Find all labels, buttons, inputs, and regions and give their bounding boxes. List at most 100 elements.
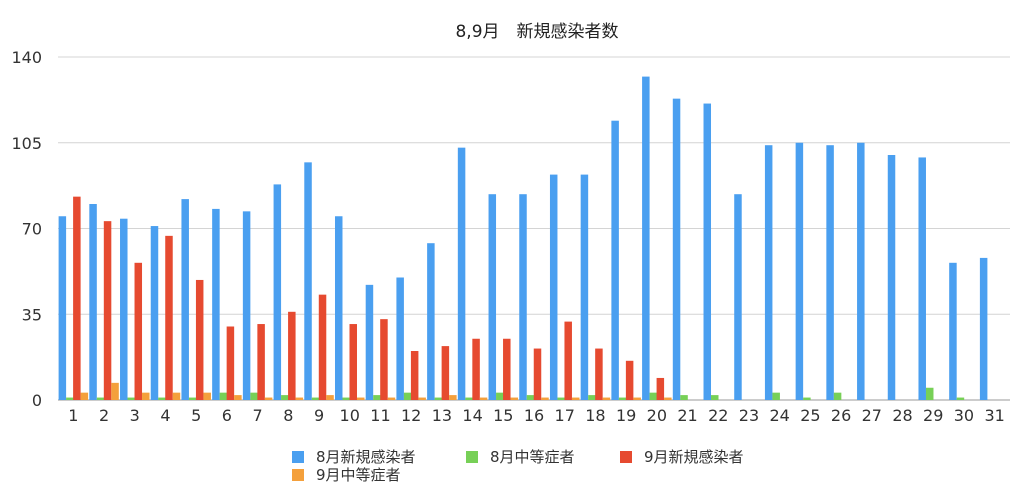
x-axis-ticks: 1 2 3 4 5 6 7 8 9 10 11 12 13 14 15 16 17 18 19 20 21 22 23 24 2… <box>68 406 1005 425</box>
bar <box>664 397 672 400</box>
y-tick-label: 140 <box>11 48 42 67</box>
bar <box>103 221 112 400</box>
bar <box>134 262 143 400</box>
bar <box>625 360 634 400</box>
bar <box>326 395 334 400</box>
y-tick-label: 35 <box>22 305 42 324</box>
y-tick-label: 70 <box>22 220 42 239</box>
x-tick-label: 14 <box>462 406 482 425</box>
bar <box>158 397 166 400</box>
bar <box>571 397 580 400</box>
bar <box>925 387 934 400</box>
bar <box>373 395 381 400</box>
bar <box>526 395 535 400</box>
bar <box>918 157 926 400</box>
bar <box>611 120 619 400</box>
x-tick-label: 18 <box>585 406 605 425</box>
legend-swatch <box>292 469 304 481</box>
bar <box>142 392 150 400</box>
legend-label: 9月中等症者 <box>316 466 401 484</box>
bar <box>212 208 220 400</box>
chart-title: 8,9月 新規感染者数 <box>455 22 618 42</box>
bar <box>342 397 350 400</box>
bar <box>250 392 258 400</box>
bar <box>58 216 67 400</box>
bar <box>472 338 480 400</box>
bar <box>418 397 426 400</box>
x-tick-label: 22 <box>708 406 728 425</box>
x-tick-label: 29 <box>923 406 943 425</box>
bar <box>595 348 603 400</box>
bar <box>264 397 273 400</box>
bar <box>826 145 834 400</box>
bar <box>111 382 119 400</box>
bar <box>857 142 865 400</box>
bar <box>165 235 173 400</box>
bars <box>58 76 988 401</box>
bar <box>80 392 89 400</box>
bar <box>764 145 773 400</box>
bar <box>956 397 965 400</box>
bar <box>127 397 136 400</box>
bar <box>564 321 572 400</box>
bar <box>410 351 419 400</box>
x-tick-label: 8 <box>283 406 293 425</box>
x-tick-label: 9 <box>314 406 324 425</box>
x-tick-label: 21 <box>677 406 697 425</box>
bar <box>488 194 497 400</box>
bar <box>387 397 396 400</box>
x-tick-label: 6 <box>222 406 232 425</box>
bar <box>195 279 204 400</box>
bar <box>181 199 189 400</box>
bar <box>803 397 811 400</box>
bar <box>795 142 804 400</box>
legend-swatch <box>466 451 478 463</box>
x-tick-label: 11 <box>370 406 390 425</box>
x-tick-label: 25 <box>800 406 820 425</box>
bar <box>318 294 327 400</box>
bar <box>288 311 296 400</box>
bar <box>188 397 197 400</box>
bar <box>295 397 304 400</box>
bar <box>649 392 658 400</box>
y-tick-label: 0 <box>32 391 42 410</box>
x-tick-label: 17 <box>555 406 575 425</box>
x-tick-label: 23 <box>739 406 759 425</box>
x-tick-label: 19 <box>616 406 636 425</box>
bar <box>711 395 719 400</box>
bar <box>979 257 988 400</box>
x-tick-label: 10 <box>340 406 360 425</box>
bar <box>503 338 511 400</box>
bar <box>642 76 650 400</box>
bar <box>457 147 466 400</box>
legend-swatch <box>620 451 632 463</box>
x-tick-label: 24 <box>769 406 789 425</box>
bar <box>257 324 265 400</box>
x-tick-label: 31 <box>984 406 1004 425</box>
bar <box>672 98 681 401</box>
bar <box>396 277 404 400</box>
bar <box>633 397 641 400</box>
bar <box>602 397 611 400</box>
bar <box>703 103 712 401</box>
x-tick-label: 28 <box>892 406 912 425</box>
bar <box>334 216 343 400</box>
bar <box>833 392 842 400</box>
bar <box>403 392 412 400</box>
legend-label: 9月新規感染者 <box>644 448 744 466</box>
x-tick-label: 26 <box>831 406 851 425</box>
bar <box>465 397 473 400</box>
bar <box>772 392 780 400</box>
bar <box>96 397 105 400</box>
x-tick-label: 2 <box>99 406 109 425</box>
bar <box>89 204 97 400</box>
bar <box>441 346 450 400</box>
bar <box>496 392 504 400</box>
bar <box>656 377 665 400</box>
x-tick-label: 16 <box>524 406 544 425</box>
x-tick-label: 12 <box>401 406 421 425</box>
bar <box>150 226 159 400</box>
x-tick-label: 15 <box>493 406 513 425</box>
